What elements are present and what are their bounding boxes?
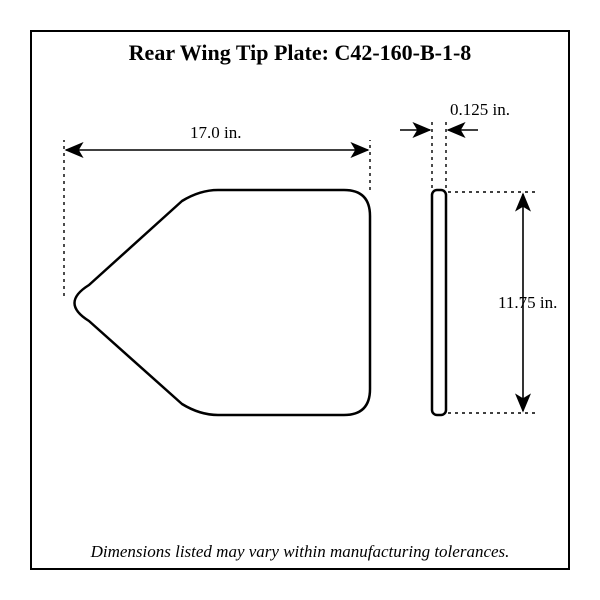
thickness-label: 0.125 in. — [450, 100, 510, 120]
tolerance-note: Dimensions listed may vary within manufa… — [0, 542, 600, 562]
side-view-outline — [432, 190, 446, 415]
height-label: 11.75 in. — [498, 293, 557, 313]
front-view-outline — [75, 190, 371, 415]
width-label: 17.0 in. — [190, 123, 241, 143]
diagram-canvas: Rear Wing Tip Plate: C42-160-B-1-8 — [0, 0, 600, 600]
